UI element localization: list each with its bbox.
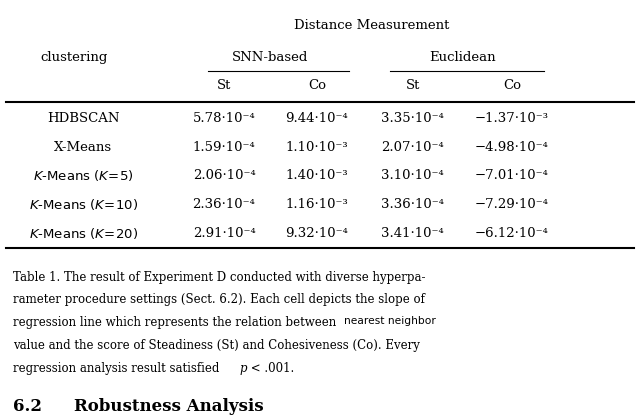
- Text: rameter procedure settings (Sect. 6.2). Each cell depicts the slope of: rameter procedure settings (Sect. 6.2). …: [13, 293, 425, 306]
- Text: −1.37·10⁻³: −1.37·10⁻³: [475, 112, 549, 125]
- Text: −6.12·10⁻⁴: −6.12·10⁻⁴: [475, 227, 549, 240]
- Text: 2.07·10⁻⁴: 2.07·10⁻⁴: [381, 141, 444, 154]
- Text: nearest neighbor: nearest neighbor: [344, 316, 436, 326]
- Text: Co: Co: [503, 78, 521, 92]
- Text: Co: Co: [308, 78, 326, 92]
- Text: −4.98·10⁻⁴: −4.98·10⁻⁴: [475, 141, 549, 154]
- Text: regression analysis result satisfied: regression analysis result satisfied: [13, 362, 223, 375]
- Text: Robustness Analysis: Robustness Analysis: [74, 398, 263, 415]
- Text: St: St: [217, 78, 231, 92]
- Text: p: p: [239, 362, 247, 375]
- Text: $K$-Means ($K\!=\!$5): $K$-Means ($K\!=\!$5): [33, 168, 134, 183]
- Text: X-Means: X-Means: [54, 141, 112, 154]
- Text: 2.36·10⁻⁴: 2.36·10⁻⁴: [193, 198, 255, 211]
- Text: 1.10·10⁻³: 1.10·10⁻³: [285, 141, 348, 154]
- Text: 9.32·10⁻⁴: 9.32·10⁻⁴: [285, 227, 348, 240]
- Text: Table 1. The result of Experiment D conducted with diverse hyperpa-: Table 1. The result of Experiment D cond…: [13, 271, 426, 284]
- Text: −7.29·10⁻⁴: −7.29·10⁻⁴: [475, 198, 549, 211]
- Text: 3.35·10⁻⁴: 3.35·10⁻⁴: [381, 112, 444, 125]
- Text: clustering: clustering: [40, 51, 108, 63]
- Text: Euclidean: Euclidean: [429, 51, 496, 63]
- Text: 6.2: 6.2: [13, 398, 42, 415]
- Text: 1.40·10⁻³: 1.40·10⁻³: [285, 169, 348, 183]
- Text: 1.59·10⁻⁴: 1.59·10⁻⁴: [193, 141, 255, 154]
- Text: 3.36·10⁻⁴: 3.36·10⁻⁴: [381, 198, 444, 211]
- Text: 3.41·10⁻⁴: 3.41·10⁻⁴: [381, 227, 444, 240]
- Text: 1.16·10⁻³: 1.16·10⁻³: [285, 198, 348, 211]
- Text: SNN-based: SNN-based: [232, 51, 308, 63]
- Text: HDBSCAN: HDBSCAN: [47, 112, 120, 125]
- Text: Distance Measurement: Distance Measurement: [294, 20, 449, 32]
- Text: $K$-Means ($K\!=\!$10): $K$-Means ($K\!=\!$10): [29, 197, 138, 212]
- Text: −7.01·10⁻⁴: −7.01·10⁻⁴: [475, 169, 549, 183]
- Text: 9.44·10⁻⁴: 9.44·10⁻⁴: [285, 112, 348, 125]
- Text: St: St: [406, 78, 420, 92]
- Text: regression line which represents the relation between: regression line which represents the rel…: [13, 316, 340, 329]
- Text: 5.78·10⁻⁴: 5.78·10⁻⁴: [193, 112, 255, 125]
- Text: 2.06·10⁻⁴: 2.06·10⁻⁴: [193, 169, 255, 183]
- Text: 3.10·10⁻⁴: 3.10·10⁻⁴: [381, 169, 444, 183]
- Text: $K$-Means ($K\!=\!$20): $K$-Means ($K\!=\!$20): [29, 226, 138, 241]
- Text: < .001.: < .001.: [247, 362, 294, 375]
- Text: 2.91·10⁻⁴: 2.91·10⁻⁴: [193, 227, 255, 240]
- Text: value and the score of Steadiness (St) and Cohesiveness (Co). Every: value and the score of Steadiness (St) a…: [13, 339, 420, 352]
